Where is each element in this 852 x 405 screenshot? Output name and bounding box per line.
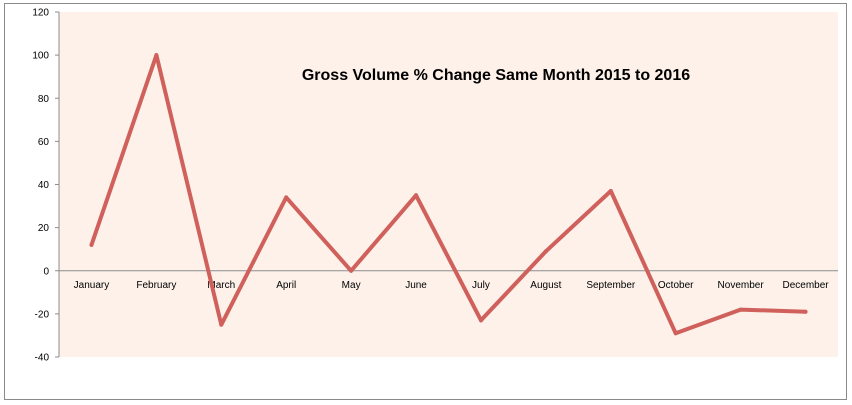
data-point	[543, 249, 548, 254]
y-tick-label: -20	[35, 309, 50, 320]
y-tick-label: 120	[32, 8, 49, 19]
series-line	[89, 53, 808, 336]
data-point	[478, 318, 483, 323]
x-tick-label: January	[74, 280, 110, 291]
data-point	[803, 309, 808, 314]
y-tick-label: 40	[38, 180, 50, 191]
y-tick-label: 0	[43, 266, 49, 277]
plot-area	[59, 12, 838, 357]
x-tick-label: March	[207, 280, 235, 291]
point-group	[89, 53, 808, 336]
x-tick-label: June	[405, 280, 427, 291]
x-tick-label: September	[586, 280, 636, 291]
x-tick-label: April	[276, 280, 296, 291]
x-tick-label: August	[530, 280, 561, 291]
data-point	[414, 193, 419, 198]
data-point	[738, 307, 743, 312]
data-point	[219, 322, 224, 327]
data-point	[608, 188, 613, 193]
data-point	[673, 331, 678, 336]
x-tick-label: October	[658, 280, 694, 291]
x-tick-label: November	[718, 280, 765, 291]
data-point	[284, 195, 289, 200]
y-tick-label: 100	[32, 51, 49, 62]
x-tick-label: December	[782, 280, 829, 291]
y-tick-label: -40	[35, 353, 50, 364]
x-tick-label: February	[136, 280, 176, 291]
x-tick-label: July	[472, 280, 490, 291]
data-point	[154, 53, 159, 58]
x-tick-label: May	[342, 280, 361, 291]
y-tick-label: 20	[38, 223, 50, 234]
chart-title: Gross Volume % Change Same Month 2015 to…	[302, 67, 690, 84]
y-tick-group: 120 100 80 60 40 20 0 -20 -40	[32, 8, 59, 364]
y-tick-label: 80	[38, 94, 50, 105]
data-point	[349, 268, 354, 273]
data-point	[89, 242, 94, 247]
y-tick-label: 60	[38, 137, 50, 148]
x-label-group: January February March April May June July Augu…	[74, 280, 830, 291]
